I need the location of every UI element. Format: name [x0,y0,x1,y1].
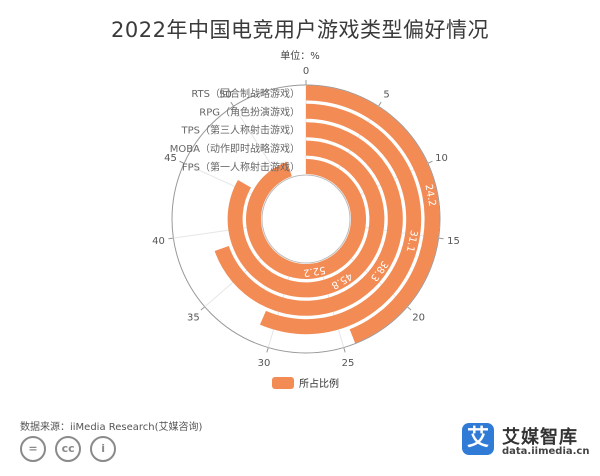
legend-label: 所占比例 [299,377,339,390]
angle-tick-label: 50 [219,90,232,101]
angle-tick-label: 15 [447,236,460,247]
brand-logo-icon: 艾 [462,423,494,455]
value-label: 31.1 [404,229,419,253]
category-label: TPS（第三人称射击游戏） [181,124,301,137]
angle-tick-mark [179,160,185,164]
angle-tick-mark [438,237,444,240]
legend[interactable]: 所占比例 [272,377,339,390]
angle-tick-mark [168,237,174,240]
category-labels: RTS（回合制战略游戏） RPG（角色扮演游戏） TPS（第三人称射击游戏） MOBA… [170,87,300,174]
brand-name: 艾媒智库 [502,427,578,448]
bar [306,85,440,344]
category-label: MOBA（动作即时战略游戏） [170,142,300,155]
angle-tick-label: 5 [383,90,389,101]
category-label: RPG（角色扮演游戏） [199,105,300,118]
angle-ticks: 0 5 10 15 20 25 30 35 40 45 50 [152,66,460,369]
category-label: RTS（回合制战略游戏） [191,87,300,100]
angle-tick-label: 40 [152,236,165,247]
value-label: 24.2 [422,183,437,207]
bars [214,85,440,344]
angle-tick-label: 10 [435,153,448,164]
chart-title: 2022年中国电竞用户游戏类型偏好情况 [111,18,489,42]
value-label: 52.2 [302,264,326,278]
bar [245,159,366,279]
angle-tick-mark [200,306,206,311]
angle-tick-mark [378,101,382,107]
legend-swatch [272,377,294,389]
angle-tick-mark [427,160,433,164]
angle-tick-label: 35 [187,313,200,324]
angle-tick-label: 0 [303,66,309,77]
angle-tick-mark [266,347,269,353]
source-note: 数据来源：iiMedia Research(艾媒咨询) [20,422,203,433]
unit-label: 单位：% [280,51,320,62]
cc-icon: cc [55,436,82,462]
angle-tick-label: 20 [412,313,425,324]
attribution-icon: i [90,436,117,462]
category-label: FPS（第一人称射击游戏） [182,161,300,174]
brand-url: data.iimedia.cn [502,446,590,457]
angle-tick-mark [230,101,234,107]
angle-tick-label: 30 [258,358,271,369]
license-icons: = cc i [20,436,120,462]
inner-axis-circle [261,174,351,264]
angle-tick-mark [406,306,412,311]
angle-tick-label: 45 [164,153,177,164]
nd-icon: = [20,436,46,462]
angle-tick-label: 25 [342,358,355,369]
angle-tick-mark [343,347,346,353]
